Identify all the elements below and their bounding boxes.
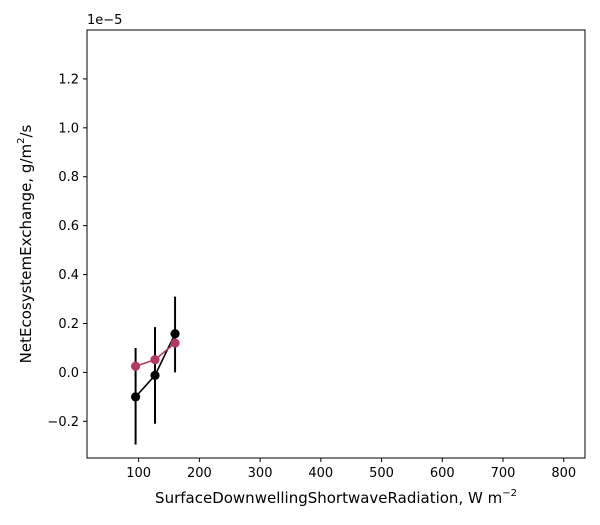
data-point bbox=[130, 361, 141, 371]
x-axis-title-main: SurfaceDownwellingShortwaveRadiation, W … bbox=[155, 489, 502, 507]
x-axis-title-superscript: −2 bbox=[502, 488, 517, 499]
y-tick-label: −0.2 bbox=[47, 415, 79, 430]
y-tick-label: 0.2 bbox=[58, 317, 79, 332]
y-tick-label: 0.0 bbox=[58, 366, 79, 381]
y-axis-title-superscript: 2 bbox=[16, 138, 27, 144]
x-tick-label: 700 bbox=[491, 466, 516, 481]
y-axis-title: NetEcosystemExchange, g/m2/s bbox=[16, 124, 35, 363]
data-point bbox=[150, 355, 160, 365]
y-tick-label: 1.2 bbox=[58, 72, 79, 87]
x-tick-label: 200 bbox=[187, 466, 212, 481]
series-1 bbox=[130, 296, 180, 445]
x-tick-label: 400 bbox=[308, 466, 333, 481]
x-axis-title: SurfaceDownwellingShortwaveRadiation, W … bbox=[155, 488, 517, 507]
y-tick-label: 0.4 bbox=[58, 268, 79, 283]
series-2 bbox=[130, 338, 180, 371]
marks-layer bbox=[130, 296, 180, 445]
y-tick-label: 0.8 bbox=[58, 170, 79, 185]
y-axis-title-tail: /s bbox=[17, 124, 35, 137]
x-tick-label: 100 bbox=[126, 466, 151, 481]
y-scale-exponent-label: 1e−5 bbox=[87, 13, 122, 28]
x-tick-label: 500 bbox=[369, 466, 394, 481]
x-tick-label: 600 bbox=[430, 466, 455, 481]
data-point bbox=[170, 338, 180, 348]
axes-layer: 100 200 300 400 500 600 700 800 −0.2 0.0 0.2 0.4 0.6… bbox=[47, 72, 576, 481]
y-axis-title-main: NetEcosystemExchange, g/m bbox=[17, 144, 35, 363]
y-tick-label: 0.6 bbox=[58, 219, 79, 234]
data-point bbox=[170, 329, 180, 339]
data-point bbox=[130, 392, 141, 402]
plot-area-frame bbox=[86, 29, 586, 459]
x-tick-label: 800 bbox=[551, 466, 576, 481]
y-tick-label: 1.0 bbox=[58, 121, 79, 136]
x-tick-label: 300 bbox=[248, 466, 273, 481]
data-point bbox=[150, 370, 160, 380]
